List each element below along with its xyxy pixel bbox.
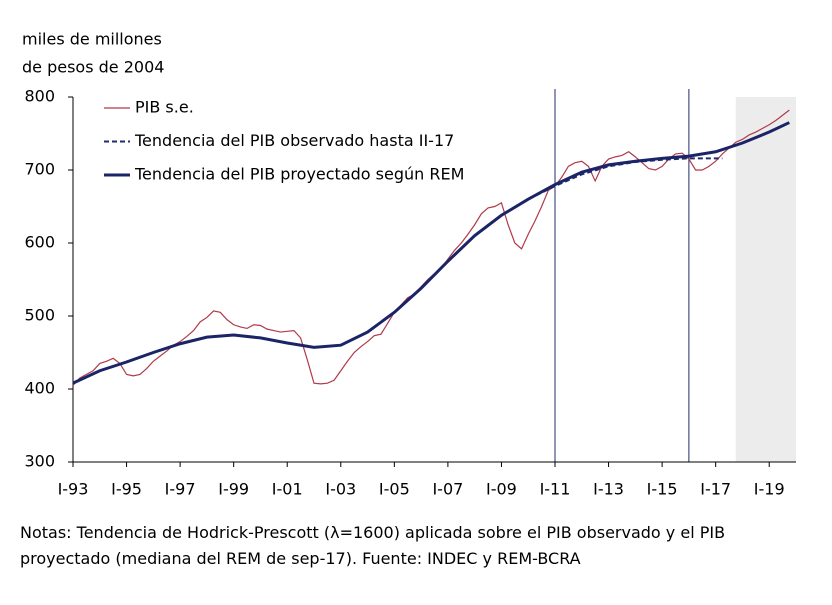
- y-tick-label: 400: [24, 379, 55, 398]
- legend-label: Tendencia del PIB proyectado según REM: [134, 165, 464, 184]
- legend-label: Tendencia del PIB observado hasta II-17: [134, 131, 454, 150]
- x-tick-label: I-09: [486, 480, 517, 499]
- notes: Notas: Tendencia de Hodrick-Prescott (λ=…: [20, 523, 726, 568]
- y-tick-label: 700: [24, 160, 55, 179]
- x-tick-label: I-03: [325, 480, 356, 499]
- x-tick-label: I-17: [700, 480, 731, 499]
- projection-shade: [735, 97, 796, 462]
- y-tick-label: 800: [24, 87, 55, 106]
- x-tick-label: I-11: [540, 480, 571, 499]
- x-tick-label: I-99: [218, 480, 249, 499]
- x-tick-label: I-05: [379, 480, 410, 499]
- x-tick-label: I-15: [647, 480, 678, 499]
- y-tick-label: 600: [24, 233, 55, 252]
- x-tick-label: I-01: [272, 480, 303, 499]
- x-tick-label: I-95: [111, 480, 142, 499]
- x-tick-label: I-93: [58, 480, 89, 499]
- series-line: [72, 121, 790, 385]
- x-tick-label: I-19: [754, 480, 785, 499]
- y-axis-label: de pesos de 2004: [22, 58, 164, 77]
- chart: miles de millones de pesos de 2004 300 40…: [22, 30, 796, 499]
- y-axis-label: miles de millones: [22, 30, 162, 49]
- y-tick-label: 300: [24, 452, 55, 471]
- y-tick-label: 500: [24, 306, 55, 325]
- x-tick-label: I-07: [432, 480, 463, 499]
- x-tick-label: I-97: [165, 480, 196, 499]
- legend-label: PIB s.e.: [135, 98, 194, 117]
- x-tick-label: I-13: [593, 480, 624, 499]
